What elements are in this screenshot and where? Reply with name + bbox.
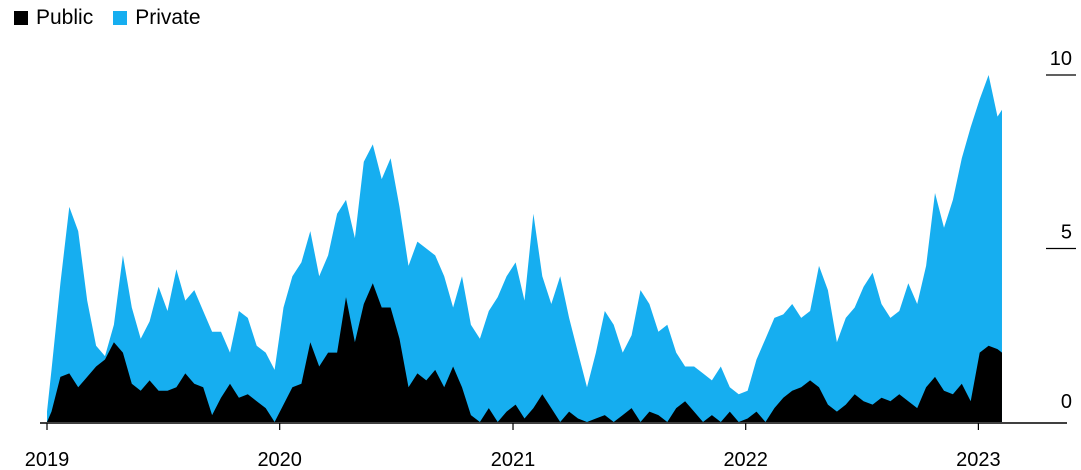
legend-label-public: Public (36, 6, 94, 29)
legend-swatch-private (113, 11, 128, 25)
legend-item-public: Public (14, 6, 93, 30)
private-area (47, 75, 1002, 422)
x-tick-label-2022: 2022 (723, 449, 768, 470)
chart-legend: Public Private (14, 6, 201, 30)
x-tick-label-2019: 2019 (25, 449, 70, 470)
x-tick-label-2023: 2023 (956, 449, 1001, 470)
legend-swatch-public (14, 11, 28, 25)
x-tick-label-2021: 2021 (491, 449, 536, 470)
y-tick-label-10: 10 (1050, 48, 1072, 70)
y-tick-label-5: 5 (1061, 222, 1072, 244)
public-area (47, 283, 1002, 422)
y-tick-label-0: 0 (1061, 391, 1072, 413)
legend-label-private: Private (135, 6, 201, 29)
legend-item-private: Private (113, 6, 201, 30)
x-tick-label-2020: 2020 (257, 449, 302, 470)
